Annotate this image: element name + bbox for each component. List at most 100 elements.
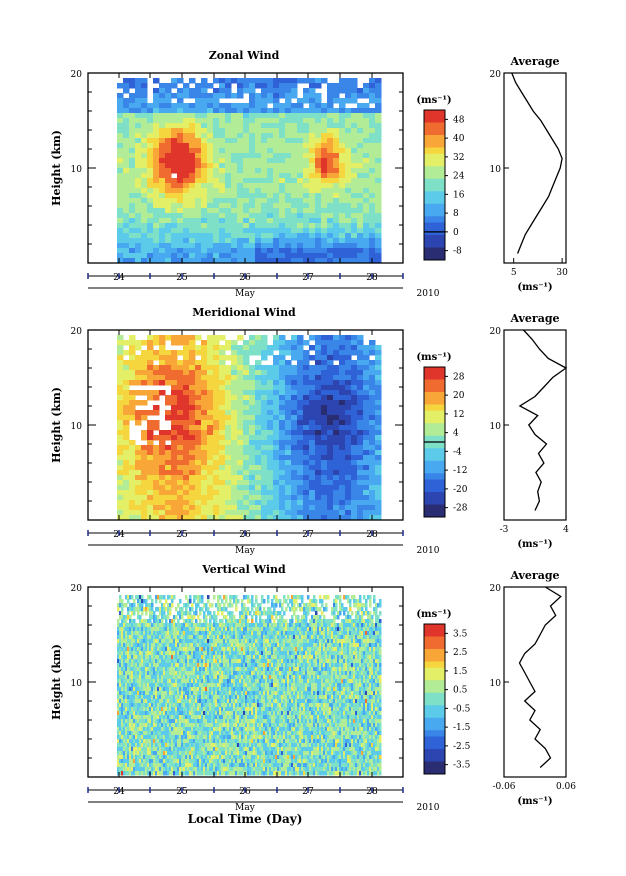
colorbar-tick-label: -20 [453, 485, 468, 495]
day-tick-label: 25 [176, 530, 188, 540]
average-profile-line [518, 329, 568, 511]
y-axis-title: Height (km) [50, 130, 63, 206]
colorbar-segment [424, 655, 445, 662]
colorbar-segment [424, 178, 445, 186]
colorbar-segment [424, 699, 445, 706]
avg-x-tick-label: 5 [511, 268, 517, 278]
average-frame [503, 72, 567, 264]
colorbar-segment [424, 742, 445, 750]
year-label: 2010 [417, 289, 440, 299]
colorbar-segment [424, 661, 445, 669]
day-tick-label: 25 [176, 787, 188, 797]
y-tick-label: 10 [71, 679, 83, 689]
average-frame [503, 329, 567, 521]
colorbar-segment [424, 442, 445, 449]
colorbar-segment [424, 686, 445, 694]
avg-y-tick-label: 10 [490, 679, 502, 689]
day-tick-label: 26 [239, 273, 251, 283]
heatmap-cells [117, 78, 382, 264]
colorbar-tick-label: 48 [453, 115, 465, 125]
colorbar-segment [424, 454, 445, 462]
colorbar-segment [424, 717, 445, 725]
day-tick-label: 24 [113, 787, 125, 797]
colorbar-segment [424, 153, 445, 161]
colorbar-tick-label: 32 [453, 153, 464, 163]
colorbar-segment [424, 510, 445, 518]
month-label: May [235, 803, 256, 813]
panel-title: Vertical Wind [201, 563, 286, 576]
colorbar-tick-label: 24 [453, 172, 465, 182]
colorbar-segment [424, 504, 445, 512]
colorbar-segment [424, 711, 445, 719]
avg-y-tick-label: 20 [490, 70, 502, 80]
colorbar-tick-label: 3.5 [453, 629, 468, 639]
colorbar-tick-label: 8 [453, 209, 459, 219]
colorbar-segment [424, 203, 445, 211]
colorbar-unit: (ms⁻¹) [416, 95, 451, 106]
colorbar-tick-label: -12 [453, 466, 468, 476]
month-label: May [235, 289, 256, 299]
colorbar-segment [424, 410, 445, 418]
day-tick-label: 26 [239, 530, 251, 540]
colorbar-segment [424, 736, 445, 744]
colorbar-segment [424, 373, 445, 380]
colorbar-segment [424, 485, 445, 493]
colorbar-segment [424, 674, 445, 681]
colorbar-tick-label: -28 [453, 504, 468, 514]
colorbar-segment [424, 160, 445, 167]
colorbar-segment [424, 147, 445, 155]
heatmap-cells [117, 595, 382, 776]
colorbar-segment [424, 253, 445, 261]
day-tick-label: 28 [366, 273, 378, 283]
colorbar-segment [424, 367, 445, 374]
month-label: May [235, 546, 256, 556]
colorbar-tick-label: 20 [453, 391, 465, 401]
colorbar-segment [424, 116, 445, 123]
day-tick-label: 24 [113, 530, 125, 540]
colorbar-segment [424, 724, 445, 731]
colorbar-segment [424, 624, 445, 631]
avg-x-tick-label: 30 [556, 268, 568, 278]
average-title: Average [509, 312, 559, 325]
colorbar-segment [424, 185, 445, 192]
colorbar-segment [424, 216, 445, 223]
colorbar-segment [424, 128, 445, 136]
colorbar-tick-label: 4 [453, 429, 459, 439]
colorbar-segment [424, 222, 445, 230]
y-axis-title: Height (km) [50, 387, 63, 463]
colorbar-segment [424, 122, 445, 130]
avg-x-unit: (ms⁻¹) [517, 539, 552, 550]
colorbar-segment [424, 767, 445, 775]
colorbar-segment [424, 479, 445, 487]
colorbar-segment [424, 761, 445, 769]
colorbar-segment [424, 667, 445, 675]
colorbar-segment [424, 379, 445, 387]
colorbar-tick-label: 12 [453, 410, 464, 420]
colorbar-frame [423, 623, 446, 775]
colorbar-tick-label: 0 [453, 228, 459, 238]
colorbar-segment [424, 460, 445, 468]
colorbar-tick-label: -0.5 [453, 704, 471, 714]
y-tick-label: 10 [71, 165, 83, 175]
colorbar-unit: (ms⁻¹) [416, 352, 451, 363]
day-tick-label: 27 [302, 273, 314, 283]
colorbar-segment [424, 730, 445, 737]
avg-y-tick-label: 10 [490, 165, 502, 175]
average-title: Average [509, 55, 559, 68]
avg-x-tick-label: 0.06 [556, 782, 576, 792]
colorbar-tick-label: 40 [453, 134, 465, 144]
panel-title: Meridional Wind [192, 306, 296, 319]
colorbar-tick-label: -1.5 [453, 723, 471, 733]
colorbar-segment [424, 435, 445, 443]
colorbar-segment [424, 197, 445, 205]
colorbar-segment [424, 705, 445, 712]
colorbar-segment [424, 680, 445, 687]
colorbar-segment [424, 429, 445, 437]
day-tick-label: 24 [113, 273, 125, 283]
colorbar-unit: (ms⁻¹) [416, 609, 451, 620]
colorbar-segment [424, 247, 445, 255]
colorbar-segment [424, 636, 445, 644]
avg-y-tick-label: 20 [490, 327, 502, 337]
